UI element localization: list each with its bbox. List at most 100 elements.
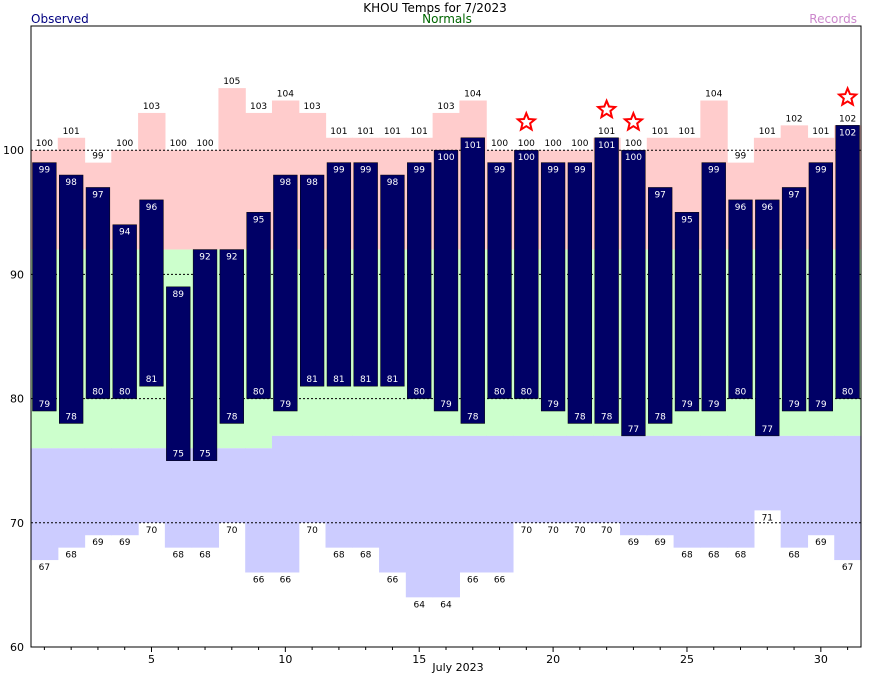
record-low-band-day-23 [620, 435, 648, 536]
y-tick-label-90: 90 [10, 268, 24, 281]
observed-bar-day-31 [835, 125, 860, 399]
observed-low-label-day-17: 78 [467, 412, 479, 422]
observed-high-label-day-22: 101 [598, 141, 615, 151]
record-low-label-day-21: 70 [574, 526, 586, 536]
observed-low-label-day-16: 79 [440, 400, 452, 410]
record-low-band-day-7 [191, 448, 220, 548]
observed-high-label-day-1: 99 [39, 166, 51, 176]
observed-low-label-day-4: 80 [119, 388, 131, 398]
record-low-band-day-21 [566, 435, 594, 523]
observed-low-label-day-12: 81 [333, 375, 344, 385]
record-low-label-day-12: 68 [333, 551, 345, 561]
record-high-label-day-22: 101 [598, 127, 615, 137]
legend-records: Records [809, 12, 857, 26]
observed-bar-day-15 [407, 162, 432, 399]
record-low-label-day-30: 69 [815, 538, 827, 548]
x-axis-label: July 2023 [431, 661, 483, 674]
observed-high-label-day-17: 101 [464, 141, 481, 151]
record-high-label-day-14: 101 [384, 127, 401, 137]
observed-bar-day-25 [674, 212, 700, 412]
observed-low-label-day-23: 77 [628, 425, 639, 435]
observed-low-label-day-20: 79 [547, 400, 559, 410]
observed-bar-day-8 [219, 249, 244, 424]
record-star-day-31 [836, 85, 859, 107]
record-high-label-day-13: 101 [357, 127, 374, 137]
record-low-band-day-3 [84, 448, 112, 536]
record-low-band-day-20 [539, 435, 568, 523]
observed-bar-day-16 [433, 149, 459, 412]
record-high-label-day-21: 100 [571, 139, 588, 149]
record-low-band-day-4 [111, 448, 139, 536]
record-low-label-day-9: 66 [253, 575, 265, 585]
observed-low-label-day-30: 79 [815, 400, 827, 410]
record-low-label-day-19: 70 [521, 526, 533, 536]
record-high-label-day-2: 101 [63, 127, 80, 137]
observed-high-label-day-16: 100 [437, 153, 454, 163]
observed-bar-day-27 [728, 199, 753, 399]
observed-bar-day-22 [594, 137, 619, 424]
observed-bar-day-21 [567, 162, 593, 424]
observed-bar-day-4 [112, 224, 137, 399]
record-high-label-day-19: 100 [518, 139, 535, 149]
observed-low-label-day-29: 79 [788, 400, 800, 410]
observed-bars-layer [32, 125, 860, 461]
record-high-band-day-7 [191, 150, 220, 250]
observed-high-label-day-10: 98 [280, 178, 292, 188]
observed-bar-day-5 [139, 199, 164, 387]
observed-low-label-day-22: 78 [601, 412, 613, 422]
observed-high-label-day-21: 99 [574, 166, 586, 176]
observed-bar-day-29 [781, 187, 807, 412]
record-low-band-day-30 [807, 435, 835, 536]
observed-bar-day-2 [59, 174, 84, 424]
record-high-label-day-1: 100 [36, 139, 53, 149]
record-high-label-day-9: 103 [250, 102, 267, 112]
record-high-label-day-16: 103 [437, 102, 454, 112]
record-low-label-day-18: 66 [494, 575, 506, 585]
record-low-band-day-24 [646, 435, 675, 536]
record-high-band-day-8 [218, 88, 246, 250]
record-low-label-day-8: 70 [226, 526, 238, 536]
observed-low-label-day-15: 80 [413, 388, 425, 398]
record-low-band-day-9 [245, 448, 273, 573]
record-low-label-day-26: 68 [708, 551, 720, 561]
observed-high-label-day-7: 92 [199, 253, 210, 263]
record-high-label-day-12: 101 [330, 127, 347, 137]
observed-bar-day-24 [648, 187, 673, 424]
observed-low-label-day-14: 81 [387, 375, 398, 385]
record-low-label-day-4: 69 [119, 538, 131, 548]
record-low-band-day-12 [325, 435, 353, 548]
record-low-label-day-28: 71 [762, 513, 773, 523]
record-low-label-day-23: 69 [628, 538, 640, 548]
record-low-label-day-27: 68 [735, 551, 747, 561]
value-labels-layer: 100 99 79 67 101 98 78 68 99 97 80 69 100 94 80 69 103 96… [36, 77, 856, 610]
observed-high-label-day-14: 98 [387, 178, 399, 188]
record-high-label-day-27: 99 [735, 152, 747, 162]
observed-bar-day-11 [299, 174, 325, 387]
record-low-label-day-22: 70 [601, 526, 613, 536]
y-tick-label-80: 80 [10, 393, 24, 406]
record-low-label-day-14: 66 [387, 575, 399, 585]
observed-bar-day-17 [460, 137, 485, 424]
record-low-band-day-10 [271, 435, 300, 573]
observed-high-label-day-12: 99 [333, 166, 345, 176]
observed-low-label-day-7: 75 [199, 450, 210, 460]
record-low-band-day-5 [138, 448, 166, 523]
observed-bar-day-1 [32, 162, 57, 412]
record-low-band-day-17 [459, 435, 487, 573]
x-tick-label-15: 15 [412, 653, 426, 666]
observed-high-label-day-31: 102 [839, 128, 856, 138]
x-tick-label-10: 10 [278, 653, 292, 666]
record-low-band-day-16 [432, 435, 460, 598]
record-high-label-day-5: 103 [143, 102, 160, 112]
observed-low-label-day-18: 80 [494, 388, 506, 398]
observed-low-label-day-25: 79 [681, 400, 693, 410]
observed-low-label-day-2: 78 [65, 412, 77, 422]
observed-high-label-day-6: 89 [173, 290, 185, 300]
record-low-band-day-27 [727, 435, 755, 548]
observed-high-label-day-8: 92 [226, 253, 237, 263]
axes-layer: 60 70 80 90 100 5 10 15 20 25 30 July 2023 [3, 25, 862, 674]
observed-low-label-day-10: 79 [280, 400, 292, 410]
observed-bar-day-19 [514, 149, 539, 399]
observed-high-label-day-23: 100 [625, 153, 642, 163]
